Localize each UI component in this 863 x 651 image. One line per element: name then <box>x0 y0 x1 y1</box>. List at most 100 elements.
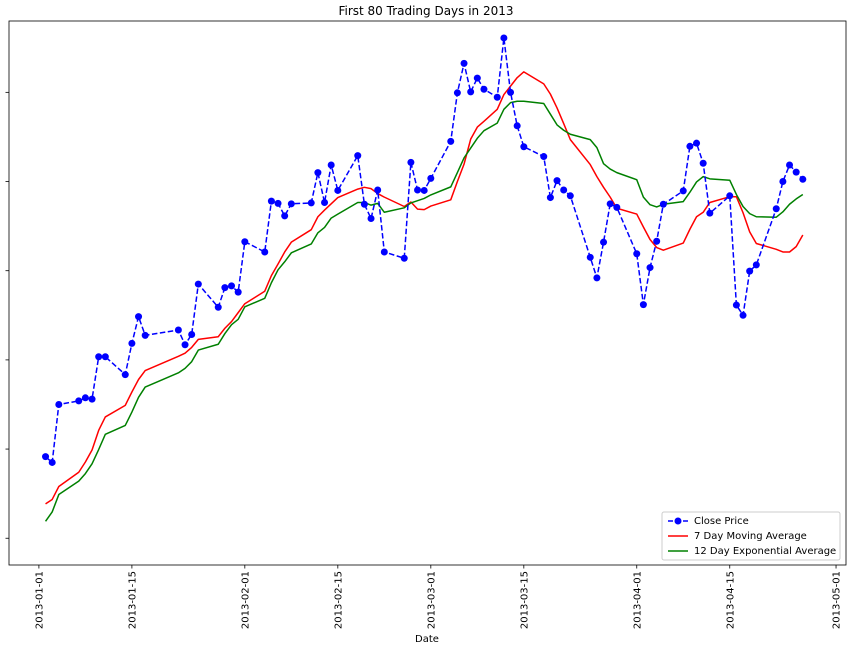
legend-item-12-day-exponential-average: 12 Day Exponential Average <box>668 546 836 557</box>
close-price-point <box>221 284 229 292</box>
legend-item-7-day-moving-average: 7 Day Moving Average <box>668 531 807 542</box>
close-price-point <box>228 282 236 290</box>
close-price-point <box>586 253 594 261</box>
close-price-point <box>473 74 481 82</box>
close-price-point <box>334 186 342 194</box>
close-price-point <box>101 353 109 361</box>
close-price-point <box>261 248 269 256</box>
x-tick-label-0: 2013-01-01 <box>34 571 45 629</box>
close-price-point <box>194 280 202 288</box>
close-price-point <box>121 371 129 379</box>
close-price-point <box>414 186 422 194</box>
close-price-point <box>639 301 647 309</box>
close-price-point <box>746 267 754 275</box>
legend-label-close-price: Close Price <box>694 516 749 527</box>
chart-title: First 80 Trading Days in 2013 <box>338 4 513 18</box>
close-price-point <box>513 122 521 130</box>
legend-frame <box>661 511 841 561</box>
close-price-point <box>699 159 707 167</box>
legend-label-7-day-moving-average: 7 Day Moving Average <box>694 531 807 542</box>
close-price-point <box>500 34 508 42</box>
close-price-point <box>274 199 282 207</box>
close-price-point <box>354 152 362 160</box>
close-price-point <box>128 339 136 347</box>
close-price-point <box>135 313 143 321</box>
close-price-point <box>553 177 561 185</box>
series-line-ma7 <box>45 71 804 505</box>
close-price-point <box>706 209 714 217</box>
close-price-point <box>281 212 289 220</box>
legend: Close Price 7 Day Moving Average 12 Day … <box>661 511 841 561</box>
series-line-ema12 <box>44 100 804 522</box>
close-price-point <box>693 139 701 147</box>
close-price-point <box>360 200 368 208</box>
close-price-point <box>380 248 388 256</box>
close-price-point <box>214 303 222 311</box>
close-price-point <box>55 400 63 408</box>
close-price-point <box>566 192 574 200</box>
close-price-point <box>593 274 601 282</box>
close-price-point <box>321 198 329 206</box>
close-price-point <box>287 200 295 208</box>
close-price-point <box>314 169 322 177</box>
close-price-point <box>659 200 667 208</box>
close-price-point <box>181 341 189 349</box>
close-price-point <box>75 397 83 405</box>
close-price-point <box>560 186 568 194</box>
close-price-point <box>799 175 807 183</box>
x-tick-label-7: 2013-04-15 <box>725 571 736 629</box>
legend-marker-close-price <box>674 517 682 525</box>
close-price-point <box>367 215 375 223</box>
x-tick-label-3: 2013-02-15 <box>333 571 344 629</box>
x-tick-label-5: 2013-03-15 <box>519 571 530 629</box>
close-price-point <box>95 353 103 361</box>
x-axis-label: Date <box>415 634 439 645</box>
close-price-point <box>679 187 687 195</box>
close-price-point <box>493 93 501 101</box>
close-price-point <box>81 394 89 402</box>
close-price-point <box>374 186 382 194</box>
plot-area <box>8 20 847 566</box>
close-price-point <box>42 453 50 461</box>
x-tick-label-8: 2013-05-01 <box>832 571 843 629</box>
close-price-point <box>174 326 182 334</box>
y-axis <box>5 91 9 539</box>
close-price-point <box>739 311 747 319</box>
close-price-point <box>453 89 461 97</box>
close-price-point <box>307 199 315 207</box>
close-price-point <box>540 153 548 161</box>
close-price-point <box>633 250 641 258</box>
series-layer <box>42 34 807 522</box>
close-price-point <box>188 330 196 338</box>
close-price-point <box>546 194 554 202</box>
close-price-point <box>792 168 800 176</box>
close-price-point <box>447 137 455 145</box>
close-price-point <box>600 238 608 246</box>
close-price-point <box>686 142 694 150</box>
close-price-point <box>653 237 661 245</box>
close-price-point <box>606 200 614 208</box>
close-price-point <box>467 88 475 96</box>
close-price-point <box>613 203 621 211</box>
close-price-point <box>732 301 740 309</box>
close-price-point <box>241 238 249 246</box>
close-price-point <box>646 264 654 272</box>
x-tick-label-1: 2013-01-15 <box>127 571 138 629</box>
series-line-close-price <box>45 37 804 464</box>
close-price-point <box>427 174 435 182</box>
legend-label-12-day-exponential-average: 12 Day Exponential Average <box>694 546 836 557</box>
close-price-point <box>400 254 408 262</box>
close-price-point <box>141 331 149 339</box>
close-price-point <box>786 161 794 169</box>
close-price-point <box>507 88 515 96</box>
close-price-point <box>407 158 415 166</box>
close-price-point <box>267 197 275 205</box>
legend-item-close-price: Close Price <box>668 516 749 527</box>
close-price-point <box>88 395 96 403</box>
x-tick-label-4: 2013-03-01 <box>426 571 437 629</box>
close-price-point <box>48 458 56 466</box>
close-price-point <box>234 288 242 296</box>
close-price-point <box>779 178 787 186</box>
x-tick-label-2: 2013-02-01 <box>240 571 251 629</box>
